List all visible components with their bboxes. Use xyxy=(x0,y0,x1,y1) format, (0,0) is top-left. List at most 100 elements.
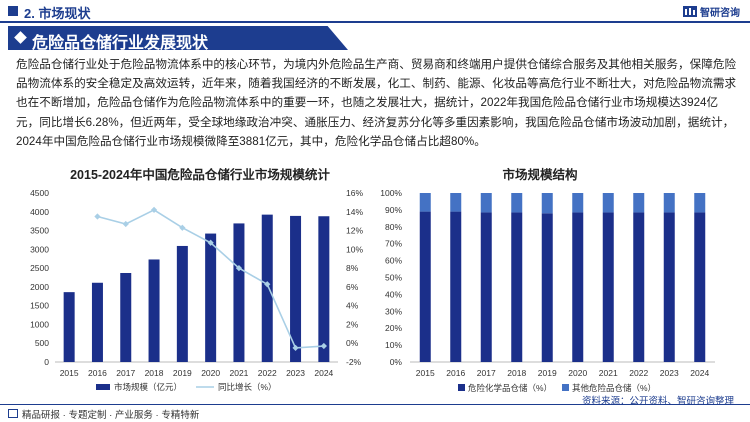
bar-market-size xyxy=(205,233,217,362)
chart1-title: 2015-2024年中国危险品仓储行业市场规模统计 xyxy=(70,168,330,182)
right-axis-tick-label: 10% xyxy=(346,244,363,254)
x-axis-tick-label: 2024 xyxy=(314,368,333,378)
y-axis-tick-label: 30% xyxy=(385,306,402,316)
left-axis-tick-label: 4500 xyxy=(30,188,49,198)
x-axis-tick-label: 2022 xyxy=(629,368,648,378)
left-axis-tick-label: 2500 xyxy=(30,263,49,273)
right-axis-tick-label: 8% xyxy=(346,263,359,273)
bar-hazardous-chemicals xyxy=(541,213,553,362)
chart2-title: 市场规模结构 xyxy=(502,168,578,182)
left-axis-tick-label: 1000 xyxy=(30,319,49,329)
x-axis-tick-label: 2022 xyxy=(258,368,277,378)
header-bar xyxy=(0,0,750,22)
bar-market-size xyxy=(176,245,188,362)
bar-other-hazardous xyxy=(541,193,553,214)
left-axis-tick-label: 4000 xyxy=(30,207,49,217)
legend-label-bar: 市场规模（亿元） xyxy=(114,382,182,392)
book-icon xyxy=(8,409,18,418)
legend-swatch-chem xyxy=(458,384,465,391)
x-axis-tick-label: 2023 xyxy=(286,368,305,378)
bar-hazardous-chemicals xyxy=(511,212,523,362)
bar-market-size xyxy=(261,214,273,362)
y-axis-tick-label: 70% xyxy=(385,239,402,249)
right-axis-tick-label: 12% xyxy=(346,226,363,236)
x-axis-tick-label: 2024 xyxy=(690,368,709,378)
bar-hazardous-chemicals xyxy=(602,212,614,362)
bar-market-size xyxy=(148,259,160,362)
right-axis-tick-label: 16% xyxy=(346,188,363,198)
x-axis-tick-label: 2016 xyxy=(88,368,107,378)
y-axis-tick-label: 50% xyxy=(385,273,402,283)
y-axis-tick-label: 100% xyxy=(380,188,402,198)
y-axis-tick-label: 80% xyxy=(385,222,402,232)
legend-swatch-other xyxy=(562,384,569,391)
bar-hazardous-chemicals xyxy=(694,212,706,362)
x-axis-tick-label: 2021 xyxy=(229,368,248,378)
x-axis-tick-label: 2019 xyxy=(173,368,192,378)
y-axis-tick-label: 40% xyxy=(385,289,402,299)
x-axis-tick-label: 2018 xyxy=(507,368,526,378)
growth-point xyxy=(235,264,243,272)
left-axis-tick-label: 3500 xyxy=(30,226,49,236)
bar-market-size xyxy=(318,216,330,362)
bar-other-hazardous xyxy=(572,193,584,213)
right-axis-tick-label: 4% xyxy=(346,301,359,311)
y-axis-tick-label: 10% xyxy=(385,340,402,350)
x-axis-tick-label: 2020 xyxy=(201,368,220,378)
title-banner xyxy=(8,26,348,50)
x-axis-tick-label: 2019 xyxy=(538,368,557,378)
legend-label-other: 其他危险品仓储（%） xyxy=(572,383,656,393)
y-axis-tick-label: 90% xyxy=(385,205,402,215)
growth-point xyxy=(320,342,327,350)
logo-icon xyxy=(683,6,697,17)
logo-text: 智研咨询 xyxy=(700,8,740,19)
x-axis-tick-label: 2018 xyxy=(145,368,164,378)
y-axis-tick-label: 20% xyxy=(385,323,402,333)
growth-point xyxy=(94,213,101,220)
bar-other-hazardous xyxy=(633,193,645,213)
footer-divider xyxy=(0,404,750,405)
legend-swatch-bar xyxy=(96,384,110,390)
section-marker-icon xyxy=(8,6,18,16)
left-axis-tick-label: 3000 xyxy=(30,244,49,254)
x-axis-tick-label: 2017 xyxy=(477,368,496,378)
bar-hazardous-chemicals xyxy=(450,211,462,362)
bar-hazardous-chemicals xyxy=(419,211,431,362)
bar-other-hazardous xyxy=(450,193,462,212)
bar-market-size xyxy=(91,282,103,362)
section-title: 2. 市场现状 xyxy=(24,6,91,21)
bar-hazardous-chemicals xyxy=(633,212,645,362)
bar-other-hazardous xyxy=(419,193,431,212)
footer-tagline: 精品研报 · 专题定制 · 产业服务 · 专精特新 xyxy=(22,410,200,421)
market-size-chart: 0 500 1000 1500 2000 2500 3000 3500 4000 4500 -2% 0… xyxy=(30,188,363,392)
y-axis-tick-label: 60% xyxy=(385,256,402,266)
bar-hazardous-chemicals xyxy=(480,212,492,362)
right-axis-tick-label: 14% xyxy=(346,207,363,217)
body-paragraph: 危险品仓储行业处于危险品物流体系中的核心环节，为境内外危险品生产商、贸易商和终端… xyxy=(16,58,737,148)
bar-market-size xyxy=(120,272,132,362)
bar-other-hazardous xyxy=(602,193,614,213)
x-axis-tick-label: 2021 xyxy=(599,368,618,378)
source-note: 资料来源：公开资料、智研咨询整理 xyxy=(581,396,734,407)
left-axis-tick-label: 2000 xyxy=(30,282,49,292)
header-divider xyxy=(0,21,750,23)
bar-market-size xyxy=(233,223,245,362)
x-axis-tick-label: 2020 xyxy=(568,368,587,378)
x-axis-tick-label: 2023 xyxy=(660,368,679,378)
page-title: 危险品仓储行业发展现状 xyxy=(32,35,209,52)
x-axis-tick-label: 2015 xyxy=(60,368,79,378)
bar-other-hazardous xyxy=(663,193,675,213)
growth-point xyxy=(122,220,129,228)
logo: 智研咨询 xyxy=(683,4,740,19)
growth-point xyxy=(207,239,214,246)
left-axis-tick-label: 0 xyxy=(44,357,49,367)
right-axis-tick-label: 0% xyxy=(346,338,359,348)
right-axis-tick-label: 6% xyxy=(346,282,359,292)
bar-other-hazardous xyxy=(480,193,492,213)
bar-hazardous-chemicals xyxy=(663,212,675,362)
left-axis-tick-label: 1500 xyxy=(30,301,49,311)
legend-label-chem: 危险化学品仓储（%） xyxy=(468,383,552,393)
market-structure-chart: 0% 10% 20% 30% 40% 50% 60% 70% 80% 90% 100% 2015 201… xyxy=(380,188,715,393)
bar-market-size xyxy=(290,215,302,362)
left-axis-tick-label: 500 xyxy=(35,338,49,348)
